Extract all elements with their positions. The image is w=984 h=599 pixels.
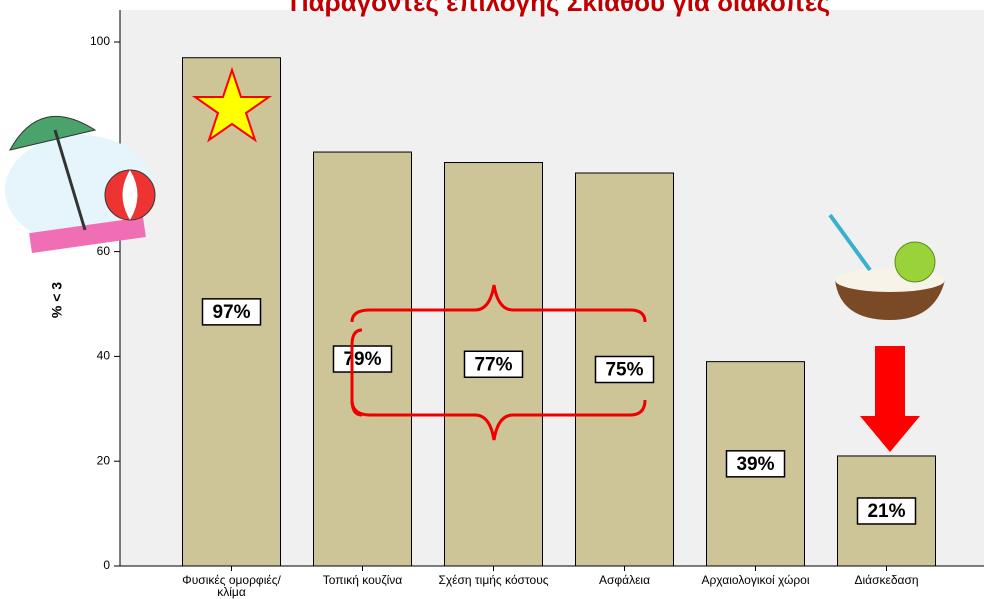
y-axis-label: % < 3 <box>49 282 65 318</box>
value-label-box <box>201 298 262 326</box>
beach-bg <box>5 135 155 245</box>
brace <box>350 399 647 441</box>
arrow <box>860 346 920 452</box>
value-label-box <box>725 450 786 478</box>
x-tick-label: Φυσικές ομορφιές/κλίμα <box>182 573 281 599</box>
x-tick-label: Διάσκεδαση <box>854 573 919 587</box>
decorations <box>5 66 945 452</box>
chart-title: Παράγοντες επιλογής Σκιάθου για διακοπές <box>290 0 830 17</box>
value-label-box <box>332 345 393 373</box>
value-label-box <box>463 350 524 379</box>
y-tick-label: 100 <box>90 34 110 48</box>
y-tick-label: 20 <box>97 453 111 467</box>
x-tick-label: Τοπική κουζίνα <box>322 573 403 587</box>
value-label-box <box>856 497 917 525</box>
umbrella <box>9 115 97 151</box>
towel <box>29 217 146 253</box>
value-label: 39% <box>736 454 774 475</box>
x-tick-label: Αρχαιολογικοί χώροι <box>701 573 810 587</box>
lime <box>894 241 936 283</box>
straw <box>828 213 872 272</box>
y-tick-label: 60 <box>97 244 111 258</box>
y-tick-label: 40 <box>97 349 111 363</box>
y-tick-label: 0 <box>103 558 110 572</box>
bars <box>182 57 936 567</box>
value-label: 21% <box>867 501 905 522</box>
brace <box>350 328 363 417</box>
value-label: 97% <box>212 302 250 323</box>
x-tick-label: Ασφάλεια <box>598 573 651 587</box>
value-label: 75% <box>605 360 643 381</box>
x-tick-label: Σχέση τιμής κόστους <box>438 573 549 587</box>
umbrella-pole <box>53 129 87 231</box>
brace <box>350 284 647 323</box>
star <box>191 66 273 143</box>
value-label-box <box>594 355 655 384</box>
value-label: 77% <box>474 354 512 375</box>
ball-stripe <box>122 170 138 220</box>
value-label: 79% <box>343 349 381 370</box>
